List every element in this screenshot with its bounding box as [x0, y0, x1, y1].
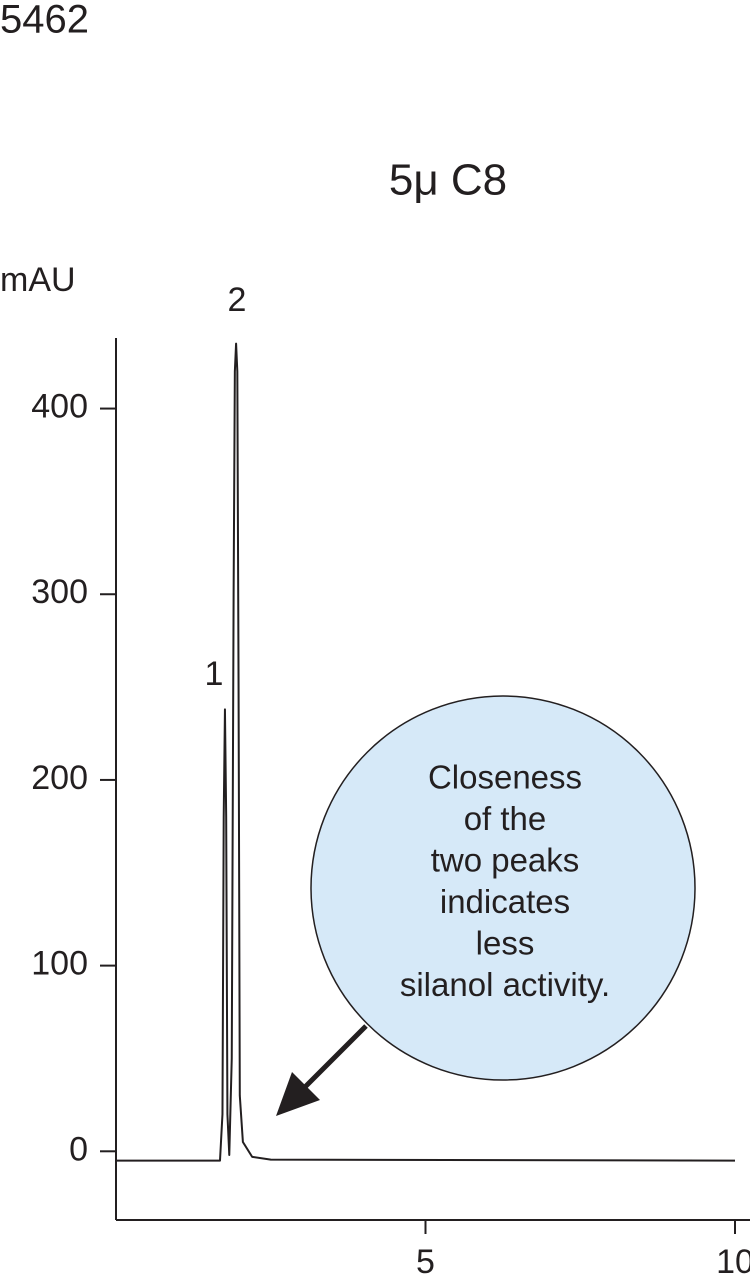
peak-label: 2	[228, 281, 247, 319]
callout-arrow	[298, 1024, 368, 1094]
y-tick-label: 200	[31, 759, 88, 797]
trace	[116, 342, 736, 1162]
callout-text: Closeness	[428, 759, 582, 796]
y-axis-label: mAU	[0, 261, 76, 299]
y-tick-label: 400	[31, 388, 88, 426]
callout-text: of the	[464, 800, 547, 837]
callout-text: two peaks	[431, 842, 580, 879]
x-tick-label: 5	[416, 1243, 435, 1281]
y-tick-label: 100	[31, 945, 88, 983]
y-tick-label: 0	[69, 1130, 88, 1168]
peak-label: 1	[205, 655, 224, 693]
chart-title: 5μ C8	[389, 156, 507, 205]
callout-text: less	[476, 925, 535, 962]
callout-arrowhead	[276, 1072, 320, 1116]
callout-text: indicates	[440, 883, 570, 920]
y-tick-label: 300	[31, 573, 88, 611]
figure-id: 5462	[0, 0, 89, 42]
callout-text: silanol activity.	[400, 966, 610, 1003]
x-tick-label: 10	[716, 1243, 750, 1281]
callout-circle	[310, 695, 696, 1081]
